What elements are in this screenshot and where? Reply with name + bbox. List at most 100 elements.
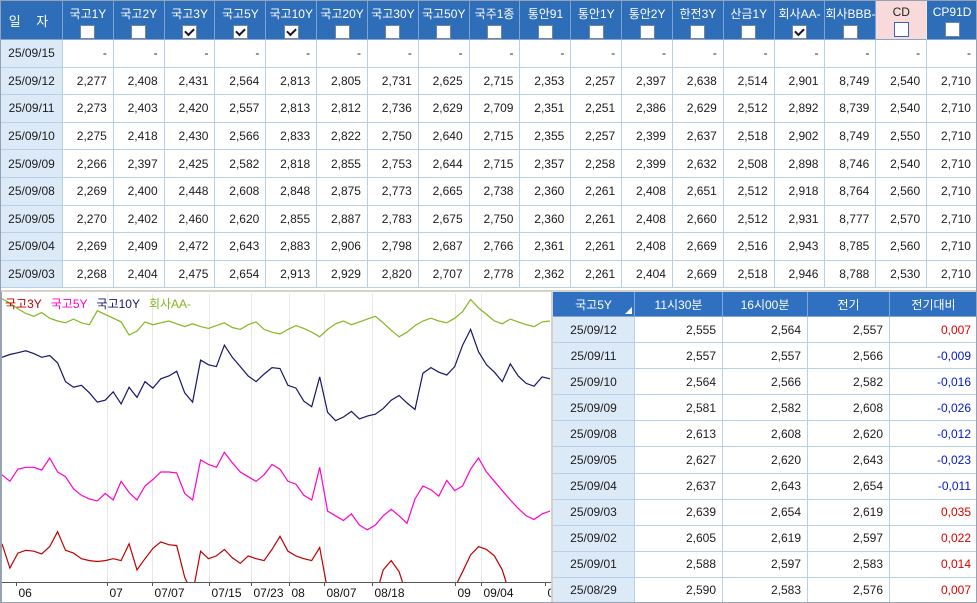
column-checkbox[interactable]	[944, 22, 960, 37]
column-checkbox[interactable]	[131, 25, 147, 39]
yield-cell: 2,460	[164, 205, 216, 234]
quote-column-header: 11시30분	[635, 292, 723, 317]
quote-prev-cell: 2,576	[808, 577, 890, 602]
column-header[interactable]: 국고1Y	[63, 1, 114, 40]
series-line-회사AA-	[2, 298, 551, 338]
column-header[interactable]: CP91D	[927, 1, 976, 40]
yield-cell: 2,736	[367, 95, 419, 123]
column-checkbox[interactable]	[639, 25, 655, 39]
yield-cell: 2,257	[571, 122, 623, 151]
yield-cell: 2,400	[113, 177, 165, 206]
yield-cell: 2,710	[927, 95, 976, 123]
x-tick-label: 0	[548, 586, 552, 600]
column-checkbox[interactable]	[741, 25, 757, 39]
yield-cell: 2,813	[266, 95, 318, 123]
column-header[interactable]: 회사AA-	[774, 1, 826, 40]
column-checkbox[interactable]	[588, 25, 604, 39]
x-tick-label: 08/07	[327, 586, 357, 600]
column-header[interactable]: 회사BBB-	[825, 1, 877, 40]
column-header[interactable]: 통안1Y	[571, 1, 623, 40]
column-header[interactable]: 국고3Y	[164, 1, 216, 40]
column-header[interactable]: CD	[876, 1, 928, 40]
yield-cell: 8,746	[825, 150, 877, 178]
quote-1130-cell: 2,613	[635, 421, 723, 448]
yield-cell: -	[723, 40, 775, 68]
yield-cell: 2,918	[774, 177, 826, 206]
yield-cell: 2,508	[723, 150, 775, 178]
yield-cell: 2,753	[367, 150, 419, 178]
legend-item: 국고10Y	[96, 297, 140, 311]
column-checkbox[interactable]	[842, 25, 858, 39]
yield-cell: 2,620	[215, 205, 267, 234]
x-tick-label: 06	[19, 586, 33, 600]
yield-cell: 2,261	[571, 233, 623, 261]
yield-cell: 2,902	[774, 122, 826, 151]
column-checkbox[interactable]	[334, 25, 350, 39]
column-header-label: 국고2Y	[120, 7, 158, 21]
yield-cell: 2,750	[367, 122, 419, 151]
yield-cell: 2,901	[774, 67, 826, 96]
column-header[interactable]: 국고10Y	[266, 1, 318, 40]
column-checkbox[interactable]	[283, 25, 299, 39]
column-checkbox[interactable]	[690, 25, 706, 39]
yield-cell: 2,929	[317, 260, 368, 289]
column-header-label: 국고3Y	[171, 7, 208, 21]
yield-cell: 2,257	[571, 67, 623, 96]
column-header-label: CP91D	[932, 5, 972, 19]
quote-1130-cell: 2,588	[635, 551, 723, 578]
quote-1600-cell: 2,619	[723, 525, 808, 552]
column-header-label: 국고20Y	[320, 7, 364, 21]
x-tick-label: 08	[292, 586, 306, 600]
quote-change-cell: 0,007	[890, 577, 976, 602]
yield-cell: -	[520, 40, 572, 68]
yield-cell: 2,425	[164, 150, 216, 178]
quote-change-cell: -0,011	[890, 473, 976, 500]
series-line-국고10Y	[2, 327, 551, 422]
column-checkbox[interactable]	[487, 25, 503, 39]
column-header[interactable]: 국고30Y	[367, 1, 419, 40]
column-header[interactable]: 한전3Y	[672, 1, 724, 40]
yield-cell: 2,608	[215, 177, 267, 206]
column-checkbox[interactable]	[436, 25, 452, 39]
column-header[interactable]: 국고20Y	[317, 1, 368, 40]
column-header[interactable]: 통안91	[520, 1, 572, 40]
yield-cell: 2,629	[672, 95, 724, 123]
yield-cell: 2,887	[317, 205, 368, 234]
sort-indicator-icon[interactable]	[625, 307, 632, 314]
column-header[interactable]: 국고50Y	[418, 1, 470, 40]
column-checkbox[interactable]	[385, 25, 401, 39]
yield-cell: 2,643	[215, 233, 267, 261]
column-header[interactable]: 국고2Y	[113, 1, 165, 40]
yield-cell: 2,512	[723, 177, 775, 206]
quote-change-cell: 0,035	[890, 499, 976, 526]
column-header[interactable]: 통안2Y	[622, 1, 673, 40]
quote-series-selector[interactable]: 국고5Y	[553, 292, 635, 317]
column-checkbox[interactable]	[182, 25, 198, 39]
column-checkbox[interactable]	[893, 22, 909, 37]
date-cell: 25/09/15	[1, 40, 63, 68]
yield-cell: -	[774, 40, 826, 68]
column-checkbox[interactable]	[80, 25, 96, 39]
yield-cell: -	[927, 40, 976, 68]
quote-1130-cell: 2,555	[635, 317, 723, 344]
column-header[interactable]: 국고5Y	[215, 1, 267, 40]
column-header[interactable]: 국주1종	[469, 1, 521, 40]
column-header-label: 통안91	[527, 7, 564, 21]
quote-1600-cell: 2,643	[723, 473, 808, 500]
column-checkbox[interactable]	[232, 25, 248, 39]
yield-cell: 2,822	[317, 122, 368, 151]
column-checkbox[interactable]	[537, 25, 553, 39]
yield-cell: -	[469, 40, 521, 68]
yield-cell: 2,906	[317, 233, 368, 261]
quote-column-header: 전기대비	[890, 292, 976, 317]
yield-cell: 8,777	[825, 205, 877, 234]
column-checkbox[interactable]	[792, 25, 808, 39]
yield-cell: 2,261	[571, 260, 623, 289]
quote-1130-cell: 2,637	[635, 473, 723, 500]
column-header-label: 통안1Y	[577, 7, 615, 21]
column-header[interactable]: 산금1Y	[723, 1, 775, 40]
yield-cell: 2,710	[927, 150, 976, 178]
x-tick-label: 08/18	[375, 586, 405, 600]
quote-column-header: 전기	[808, 292, 890, 317]
